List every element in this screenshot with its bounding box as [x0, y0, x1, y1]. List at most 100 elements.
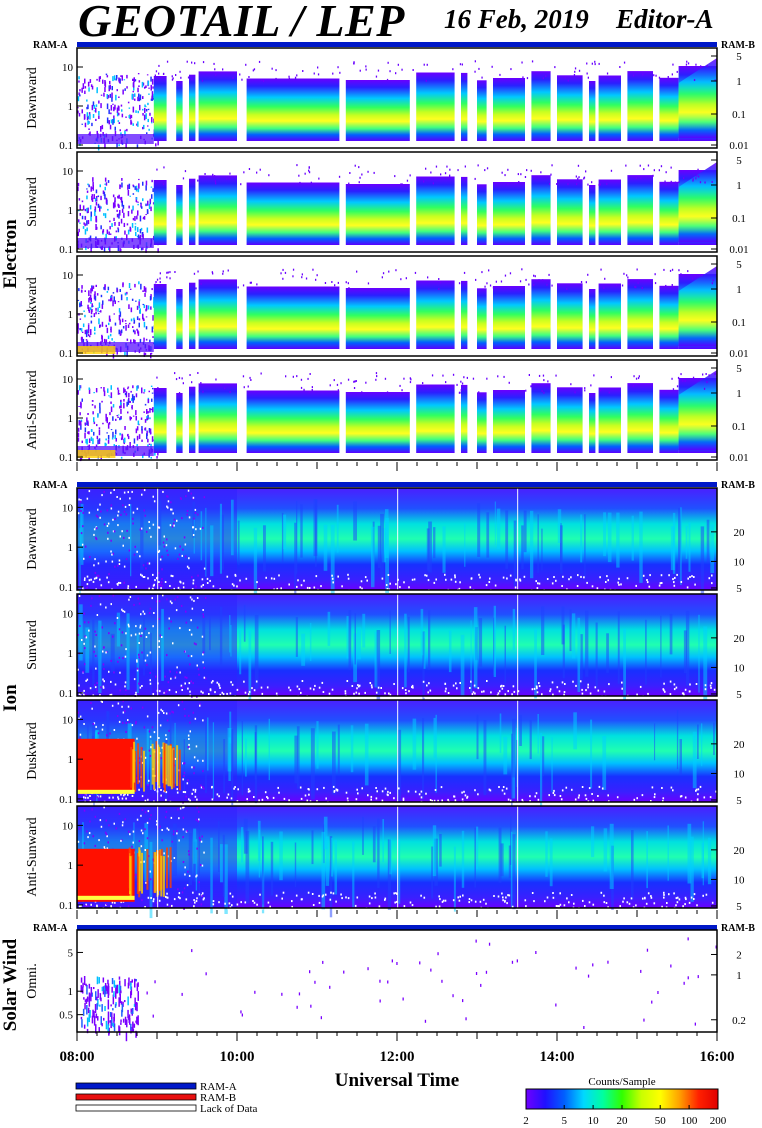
- ion-3-left-tick: 1: [68, 754, 74, 766]
- electron-panel-3-frame: [76, 255, 718, 357]
- ion-spectrogram-2: [77, 594, 718, 709]
- electron-3-right-tick: 0.01: [729, 348, 748, 360]
- electron-4-right-tick: 0.1: [732, 421, 746, 433]
- legend-swatch-1: [75, 1082, 197, 1090]
- ram-b-label: RAM-B: [721, 40, 755, 51]
- electron-4-right-tick: 1: [736, 388, 742, 400]
- electron-4-left-tick: 0.1: [59, 452, 73, 464]
- ion-4-left-tick: 10: [62, 820, 74, 832]
- time-tick-label: 10:00: [220, 1049, 255, 1065]
- ram-a-label: RAM-A: [33, 923, 68, 934]
- solar-wind-panel-label: Omni.: [25, 963, 40, 998]
- electron-spectrogram-1: [77, 58, 717, 151]
- plot-editor: Editor-A: [616, 4, 714, 34]
- ion-panel-1-frame: [76, 487, 718, 591]
- electron-2-right-tick: 1: [736, 180, 742, 192]
- solar-wind-right-tick: 1: [736, 970, 742, 982]
- solar-wind-left-tick: 5: [68, 947, 74, 959]
- ion-4-left-tick: 1: [68, 860, 74, 872]
- electron-1-left-tick: 0.1: [59, 140, 73, 152]
- ion-1-right-tick: 10: [734, 556, 746, 568]
- time-tick-label: 14:00: [540, 1049, 575, 1065]
- ion-3-right-tick: 10: [734, 768, 746, 780]
- ram-bar-ion: [77, 482, 717, 487]
- ram-b-label: RAM-B: [721, 923, 755, 934]
- electron-1-right-tick: 1: [736, 76, 742, 88]
- ion-panel-3-frame: [76, 699, 718, 803]
- electron-panel-label-4: Anti-Sunward: [25, 370, 40, 449]
- electron-2-right-tick: 0.01: [729, 244, 748, 256]
- ion-3-right-tick: 5: [736, 795, 742, 807]
- colorbar-tick: 10: [588, 1115, 600, 1127]
- ion-1-left-tick: 1: [68, 542, 74, 554]
- electron-spectrogram-4: [77, 370, 717, 462]
- ion-4-right-tick: 10: [734, 874, 746, 886]
- electron-group-label: Electron: [0, 219, 21, 289]
- plot-title: GEOTAIL / LEP: [78, 0, 405, 46]
- electron-panel-2-frame: [76, 151, 718, 253]
- ion-spectrogram-3: [77, 700, 717, 822]
- electron-2-left-tick: 0.1: [59, 244, 73, 256]
- electron-1-right-tick: 0.01: [729, 140, 748, 152]
- colorbar-tick: 100: [681, 1115, 698, 1127]
- ram-bar-solar-wind: [77, 925, 717, 930]
- ram-b-label: RAM-B: [721, 480, 755, 491]
- electron-1-right-tick: 0.1: [732, 109, 746, 121]
- electron-panel-label-2: Sunward: [25, 177, 40, 227]
- time-tick-label: 16:00: [700, 1049, 735, 1065]
- electron-2-left-tick: 1: [68, 205, 74, 217]
- electron-3-right-tick: 1: [736, 284, 742, 296]
- solar-wind-right-tick: 0.2: [732, 1015, 746, 1027]
- electron-panel-4-frame: [76, 359, 718, 461]
- electron-1-right-tick: 5: [736, 51, 742, 63]
- solar-wind-left-tick: 1: [68, 986, 74, 998]
- ram-a-label: RAM-A: [33, 480, 68, 491]
- legend-label-3: Lack of Data: [200, 1103, 258, 1115]
- ram-a-label: RAM-A: [33, 40, 68, 51]
- solar-wind-spectrogram: [80, 937, 717, 1042]
- legend-label-2: RAM-B: [200, 1092, 236, 1104]
- ion-spectrogram-4: [77, 806, 717, 919]
- ion-group-label: Ion: [0, 684, 21, 712]
- ion-3-left-tick: 0.1: [59, 794, 73, 806]
- electron-1-left-tick: 1: [68, 101, 74, 113]
- solar-wind-panel-frame: [76, 929, 718, 1033]
- time-tick-label: 12:00: [380, 1049, 415, 1065]
- electron-spectrogram-3: [77, 266, 717, 359]
- solar-wind-group-label: Solar Wind: [0, 938, 21, 1031]
- electron-4-left-tick: 1: [68, 413, 74, 425]
- ion-panel-label-3: Duskward: [25, 722, 40, 780]
- ion-1-left-tick: 0.1: [59, 582, 73, 594]
- electron-4-right-tick: 0.01: [729, 452, 748, 464]
- ion-1-right-tick: 20: [734, 527, 746, 539]
- ion-panel-label-2: Sunward: [25, 620, 40, 670]
- legend-label-1: RAM-A: [200, 1081, 237, 1093]
- legend-swatch-2: [75, 1093, 197, 1101]
- electron-3-left-tick: 1: [68, 309, 74, 321]
- ion-1-left-tick: 10: [62, 502, 74, 514]
- ion-2-right-tick: 5: [736, 689, 742, 701]
- electron-2-left-tick: 10: [62, 166, 74, 178]
- electron-2-right-tick: 0.1: [732, 213, 746, 225]
- electron-2-right-tick: 5: [736, 155, 742, 167]
- ram-bar-electron: [77, 42, 717, 47]
- ion-2-right-tick: 20: [734, 633, 746, 645]
- ion-panel-4-frame: [76, 805, 718, 909]
- colorbar-tick: 2: [523, 1115, 529, 1127]
- electron-4-left-tick: 10: [62, 374, 74, 386]
- ion-3-right-tick: 20: [734, 739, 746, 751]
- electron-4-right-tick: 5: [736, 363, 742, 375]
- colorbar-tick: 20: [617, 1115, 629, 1127]
- ion-2-left-tick: 10: [62, 608, 74, 620]
- ion-4-left-tick: 0.1: [59, 900, 73, 912]
- electron-3-left-tick: 10: [62, 270, 74, 282]
- electron-panel-1-frame: [76, 47, 718, 149]
- ion-panel-label-4: Anti-Sunward: [25, 817, 40, 896]
- ion-spectrogram-1: [77, 488, 717, 609]
- electron-spectrogram-2: [77, 162, 717, 253]
- colorbar-tick: 50: [655, 1115, 667, 1127]
- ion-panel-label-1: Dawnward: [25, 508, 40, 569]
- electron-3-left-tick: 0.1: [59, 348, 73, 360]
